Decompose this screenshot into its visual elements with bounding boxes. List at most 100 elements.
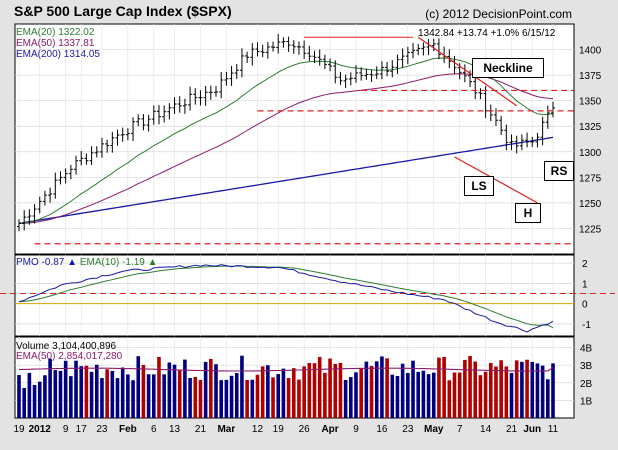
x-tick-label: 7 — [457, 424, 463, 435]
volume-bar — [245, 379, 249, 418]
volume-bar — [74, 360, 78, 418]
x-tick-label: 12 — [252, 424, 264, 435]
volume-bar — [509, 373, 514, 418]
ema50-line — [18, 73, 554, 224]
price-bar — [151, 105, 156, 125]
price-bar — [79, 151, 84, 166]
volume-bar — [131, 380, 135, 418]
x-tick-label: 23 — [96, 424, 108, 435]
x-tick-label: 23 — [402, 424, 414, 435]
volume-bar — [380, 356, 384, 418]
price-bar — [198, 90, 203, 106]
price-bar — [462, 64, 467, 83]
price-bar — [317, 49, 322, 66]
volume-bar — [488, 362, 493, 418]
volume-bar — [120, 367, 125, 418]
price-bar — [312, 50, 317, 64]
price-bar — [136, 114, 141, 127]
volume-bar — [100, 378, 104, 418]
x-tick-label: 2012 — [29, 424, 52, 435]
volume-bar — [483, 371, 488, 418]
volume-bar — [442, 356, 446, 418]
price-bar — [32, 204, 37, 224]
right-shoulder-callout: RS — [544, 161, 574, 181]
price-bar — [514, 135, 519, 154]
price-bar — [172, 97, 177, 114]
volume-bar — [359, 367, 363, 418]
volume-bar — [333, 363, 338, 418]
volume-bar — [452, 372, 457, 418]
volume-bar — [416, 371, 421, 418]
price-bar — [385, 62, 390, 77]
volume-bar — [203, 361, 208, 418]
price-tick-label: 1350 — [579, 97, 602, 108]
price-bar — [208, 85, 213, 100]
price-bar — [239, 48, 244, 78]
legend-ema200: EMA(200) 1314.05 — [16, 49, 100, 60]
price-tick-label: 1400 — [579, 46, 602, 57]
head-callout: H — [515, 203, 541, 223]
price-bar — [219, 71, 224, 99]
price-bar — [535, 132, 540, 148]
price-bar — [42, 190, 47, 206]
volume-bar — [400, 363, 405, 418]
volume-tick-label: 4B — [580, 344, 593, 355]
volume-bar — [250, 379, 255, 418]
volume-bar — [514, 360, 519, 418]
chart-title: S&P 500 Large Cap Index ($SPX) — [14, 3, 232, 19]
volume-bar — [369, 365, 374, 418]
price-bar — [167, 103, 172, 120]
volume-bar — [431, 372, 436, 418]
volume-bar — [110, 370, 115, 418]
volume-bar — [530, 361, 535, 418]
volume-bar — [317, 356, 322, 418]
volume-bar — [17, 375, 21, 418]
x-tick-label: 17 — [76, 424, 88, 435]
volume-legend-value: Volume 3,104,400,896 — [16, 341, 117, 352]
price-bar — [17, 219, 21, 232]
pmo-legend: PMO -0.87 ▲ EMA(10) -1.19 ▲ — [16, 257, 158, 268]
price-bar — [265, 42, 270, 59]
volume-bar — [89, 371, 94, 418]
price-bar — [22, 210, 27, 231]
price-bar — [260, 44, 265, 58]
pmo-tick-label: 1 — [582, 279, 588, 290]
price-bar — [105, 139, 110, 153]
volume-bar — [504, 366, 509, 418]
price-bar — [162, 105, 167, 123]
price-bar — [203, 85, 208, 106]
volume-bar — [478, 375, 483, 418]
price-bar — [369, 69, 374, 83]
legend-ema50: EMA(50) 1337.81 — [16, 38, 95, 49]
volume-bar — [43, 375, 47, 418]
price-bar — [411, 42, 416, 59]
volume-bar — [162, 374, 166, 418]
price-bar — [390, 60, 395, 78]
volume-bar — [229, 375, 234, 418]
price-bar — [291, 40, 296, 54]
volume-bar — [266, 365, 270, 418]
x-tick-label: 11 — [548, 424, 559, 435]
volume-bar — [157, 356, 161, 418]
price-bar — [177, 96, 182, 113]
price-bar — [188, 86, 193, 111]
price-bar — [525, 132, 530, 148]
volume-bar — [234, 373, 239, 418]
price-bar — [478, 88, 483, 100]
neckline-callout: Neckline — [472, 58, 544, 78]
volume-bar — [473, 361, 478, 418]
volume-ema-legend-value: EMA(50) 2,854,017,280 — [16, 351, 123, 362]
volume-bar — [177, 370, 182, 418]
price-bar — [125, 128, 130, 141]
chart-credit: (c) 2012 DecisionPoint.com — [425, 7, 572, 21]
price-bar — [509, 134, 514, 151]
price-bar — [281, 37, 286, 48]
price-bar — [74, 155, 79, 175]
x-tick-label: 21 — [506, 424, 518, 435]
price-bar — [493, 108, 498, 126]
volume-bar — [437, 357, 441, 418]
pmo-ema-line — [18, 265, 554, 329]
price-tick-label: 1275 — [579, 173, 602, 184]
chart-marks — [0, 34, 615, 418]
pmo-tick-label: 2 — [582, 259, 588, 270]
